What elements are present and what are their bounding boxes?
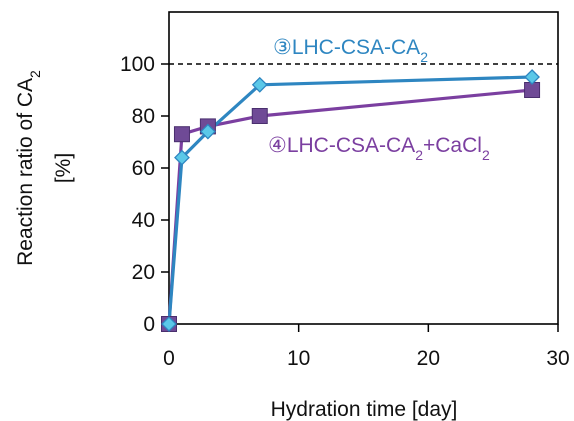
y-tick-label: 100 <box>120 53 155 76</box>
y-tick-label: 80 <box>132 105 155 128</box>
series-4-point <box>173 126 190 143</box>
series-4-annotation: ④LHC-CSA-CA2+CaCl2 <box>268 134 490 163</box>
x-tick-label: 20 <box>417 347 440 370</box>
x-axis-title: Hydration time [day] <box>271 398 458 421</box>
x-tick-label: 30 <box>546 347 569 370</box>
y-axis-title: Reaction ratio of CA2 [%] <box>14 70 75 266</box>
y-tick-label: 40 <box>132 209 155 232</box>
y-axis-title-line1: Reaction ratio of CA2 <box>14 70 43 266</box>
series-3-point <box>174 149 190 166</box>
series-4-point <box>251 108 268 124</box>
x-tick-label: 10 <box>287 347 310 370</box>
ticks-layer: 0 20 40 60 80 100 0 10 20 30 <box>120 53 570 370</box>
y-tick-label: 60 <box>132 157 155 180</box>
y-tick-label: 0 <box>143 313 155 336</box>
series-3-point <box>199 123 216 140</box>
series-line-lhc-csa-ca2 <box>167 75 533 325</box>
series-3-point <box>161 316 177 332</box>
series-3-point <box>524 69 540 85</box>
y-axis-title-line2: [%] <box>52 153 75 183</box>
x-tick-label: 0 <box>163 347 175 370</box>
y-tick-label: 20 <box>132 261 155 284</box>
series-line-lhc-csa-ca2-cacl2 <box>167 88 533 325</box>
series-layer <box>161 69 541 332</box>
series-3-point <box>251 76 268 93</box>
series-3-annotation: ③LHC-CSA-CA2 <box>273 36 428 65</box>
